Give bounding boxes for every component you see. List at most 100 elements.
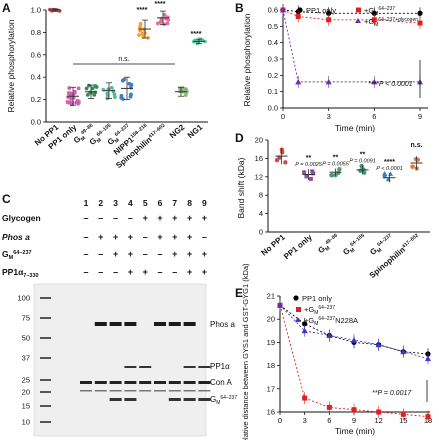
legend-marker-pp1 xyxy=(297,7,303,13)
gel-ladder-band xyxy=(40,317,51,319)
chart-d-pvalue: P = 0.0025 xyxy=(295,162,322,168)
chart-d-ytick-label: 20 xyxy=(255,136,263,145)
gel-row-label: Phos a xyxy=(2,232,30,242)
gel-band-phos xyxy=(94,322,107,326)
gel-cell: + xyxy=(187,249,192,259)
chart-a-ytick-label: 0.2 xyxy=(31,95,41,104)
panel-label-a: A xyxy=(2,1,11,15)
chart-e-ytick-label: 16 xyxy=(267,408,275,417)
chart-d-star: ** xyxy=(360,151,366,158)
chart-a-point xyxy=(92,92,97,97)
gel-band-phos xyxy=(183,322,196,326)
chart-e-xtick-label: 6 xyxy=(327,416,331,425)
gel-cell: + xyxy=(143,267,148,277)
chart-a-point xyxy=(76,86,81,91)
legend-marker-glyc xyxy=(355,18,361,23)
chart-e-point xyxy=(375,341,382,348)
chart-a-point xyxy=(165,15,170,20)
chart-d-group xyxy=(356,163,369,175)
chart-a-point xyxy=(120,78,125,83)
gel-cell: + xyxy=(157,213,162,223)
band-label-cona: Con A xyxy=(210,378,232,387)
chart-d-star: n.s. xyxy=(410,142,422,149)
chart-d-point xyxy=(337,166,342,172)
chart-a-star-2: **** xyxy=(155,1,166,8)
gel-band-gm xyxy=(124,398,137,401)
chart-d-xlabel: GM64–105 xyxy=(341,232,369,258)
chart-a-ytick-label: 0.4 xyxy=(31,73,41,82)
legend-marker-gm xyxy=(356,7,361,13)
chart-d-star: **** xyxy=(384,159,395,166)
gel-row-label: Glycogen xyxy=(2,213,41,223)
chart-b-legend: PP1 only +GM64–237 +GM64–237+glycogen xyxy=(297,6,418,28)
gel-band-phos xyxy=(124,322,137,326)
chart-b-point xyxy=(280,7,286,13)
chart-e-point xyxy=(425,414,431,420)
chart-a-point xyxy=(138,21,143,26)
chart-e-xtick-label: 15 xyxy=(399,416,407,425)
chart-a-point xyxy=(65,100,70,104)
gel-cell: + xyxy=(128,249,133,259)
chart-e-point xyxy=(277,302,283,308)
gel-band-pp1 xyxy=(139,366,152,368)
chart-d-star: ** xyxy=(333,155,339,162)
chart-e-point xyxy=(302,395,308,401)
chart-a-xlabel: NG2 xyxy=(168,122,187,140)
chart-a-ytick-label: 1.0 xyxy=(31,6,41,15)
gel-cell: + xyxy=(128,232,133,242)
chart-d-point xyxy=(362,170,367,175)
chart-e-ytick-label: 19 xyxy=(267,338,275,347)
chart-a-group xyxy=(48,7,62,13)
chart-e-point xyxy=(425,355,431,362)
chart-b-series-line xyxy=(282,9,421,24)
chart-e-point xyxy=(400,348,407,355)
gel-band-minor xyxy=(168,390,181,392)
chart-a-point xyxy=(69,97,74,101)
gel-lane-number: 8 xyxy=(187,198,192,208)
chart-a-point xyxy=(165,21,170,26)
chart-d-group xyxy=(329,166,342,178)
chart-a-star-3: **** xyxy=(191,31,202,38)
gel-row-label: GM64–237 xyxy=(2,249,32,261)
chart-a-point xyxy=(146,35,150,40)
gel-cell: + xyxy=(172,232,177,242)
chart-d-pvalue: P = 0.0091 xyxy=(349,158,376,164)
chart-b-xtick-label: 6 xyxy=(372,112,376,121)
chart-e-xlabel: Time (min) xyxy=(335,426,375,436)
gel-band-minor xyxy=(109,390,122,392)
chart-b-xtick-label: 3 xyxy=(327,112,331,121)
chart-a-point xyxy=(112,92,117,97)
legend-e-pp1: PP1 only xyxy=(302,294,332,303)
gel-ladder-band xyxy=(40,379,51,381)
gel-marker-label: 50 xyxy=(22,334,30,343)
chart-b-point xyxy=(295,78,302,85)
gel-band-cona xyxy=(80,381,92,384)
chart-a-point xyxy=(85,93,90,97)
gel-cell: – xyxy=(157,267,162,277)
band-label-gm: GM64–237 xyxy=(210,395,237,406)
chart-a-point xyxy=(84,86,89,91)
chart-d-point xyxy=(304,174,309,179)
gel-band-pp1 xyxy=(198,366,211,368)
gel-cell: + xyxy=(172,249,177,259)
legend-e-gm: +GM64–237 xyxy=(304,305,335,316)
gel-band-cona xyxy=(139,381,152,384)
chart-d-point xyxy=(382,171,388,177)
chart-d-group xyxy=(382,170,396,183)
gel-cell: + xyxy=(187,213,192,223)
gel-cell: + xyxy=(202,267,207,277)
chart-e-xtick-label: 9 xyxy=(352,416,356,425)
gel-cell: + xyxy=(157,232,162,242)
chart-a-star-1: **** xyxy=(137,7,148,14)
chart-e-xtick-label: 0 xyxy=(278,416,282,425)
legend-e-n228a: +GM64–237N228A xyxy=(304,316,358,327)
chart-a-point xyxy=(76,101,81,106)
chart-e-ylabel: Relative distance between GYS1 and GST-G… xyxy=(241,263,250,440)
gel-lane-number: 9 xyxy=(202,198,207,208)
gel-cell: – xyxy=(83,249,88,259)
chart-a-point xyxy=(109,85,114,90)
chart-e-point xyxy=(351,407,357,413)
gel-cell: – xyxy=(83,267,88,277)
